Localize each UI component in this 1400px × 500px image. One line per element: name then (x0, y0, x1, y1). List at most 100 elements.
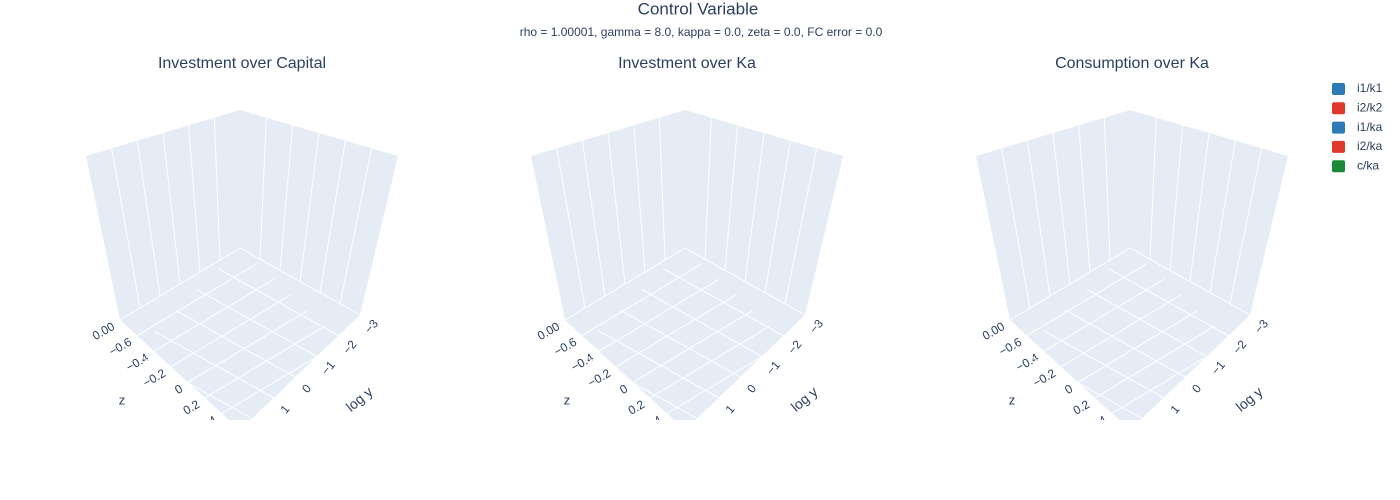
y-tick-label: −2 (1230, 337, 1250, 357)
y-tick-label: 0 (1189, 381, 1204, 395)
y-grid-line (1064, 309, 1186, 378)
z-grid-line (632, 309, 754, 383)
z-tick-label: 0 (1062, 381, 1075, 397)
y-tick-label: 0 (744, 381, 759, 395)
y-grid-line (218, 268, 339, 337)
y-tick-label: −3 (362, 316, 382, 336)
y-tick-label: 0 (299, 381, 314, 395)
z-tick-label: 0.4 (198, 413, 220, 434)
y-grid-line (663, 268, 784, 337)
z-grid-line (1094, 325, 1216, 399)
wall-grid (1149, 117, 1157, 260)
z-tick-label: 0 (172, 381, 185, 397)
floor (120, 248, 360, 420)
wall-grid (784, 148, 818, 304)
y-axis-title: log y (343, 383, 376, 414)
z-grid-line (1026, 263, 1148, 337)
wall-grid (188, 125, 201, 273)
z-grid-line (1077, 309, 1199, 383)
z-grid-line (136, 263, 258, 337)
z-grid-line (204, 325, 326, 399)
y-tick-label: 1 (722, 402, 737, 416)
y-grid-line (174, 309, 296, 378)
back-wall-left (531, 110, 685, 320)
y-grid-line (131, 351, 253, 419)
legend-label: i1/k1 (1357, 81, 1383, 95)
y-grid-line (619, 309, 741, 378)
z-axis-title: z (119, 392, 126, 407)
z-tick-label: 0.00 (980, 319, 1008, 343)
wall-grid (259, 117, 267, 260)
subplot-title: Consumption over Ka (1055, 55, 1209, 72)
z-tick-label: −0.4 (124, 350, 152, 374)
y-axis-title: log y (788, 383, 821, 414)
wall-grid (213, 117, 221, 261)
z-grid-line (221, 341, 343, 414)
legend-swatch (1332, 121, 1345, 134)
wall-grid (279, 125, 294, 271)
wall-grid (744, 132, 765, 282)
wall-grid (1189, 132, 1210, 282)
y-grid-line (1043, 330, 1164, 399)
y-tick-label: −3 (807, 316, 827, 336)
z-grid-line (1009, 247, 1131, 321)
z-grid-line (564, 247, 686, 321)
y-tick-label: 1 (277, 402, 292, 416)
wall-grid (1078, 125, 1091, 273)
z-tick-label: −0.6 (552, 335, 580, 359)
z-tick-label: 0.4 (643, 413, 665, 434)
wall-grid (1026, 140, 1051, 297)
legend-swatch (1332, 83, 1345, 95)
wall-grid (1052, 132, 1071, 285)
z-grid-line (666, 341, 788, 414)
back-wall-left (86, 110, 240, 320)
z-tick-label: 0.2 (181, 397, 203, 418)
wall-grid (319, 140, 346, 293)
wall-grid (1229, 148, 1263, 304)
legend-swatch (1332, 102, 1345, 115)
y-axis-title: log y (1233, 383, 1266, 414)
y-grid-line (684, 247, 806, 316)
y-tick-label: 2 (256, 423, 271, 437)
wall-grid (581, 140, 606, 297)
z-tick-label: 0.2 (626, 397, 648, 418)
z-grid-line (1060, 294, 1182, 368)
y-tick-label: −1 (318, 358, 338, 378)
wall-grid (111, 148, 141, 309)
wall-grid (1209, 140, 1236, 293)
wall-grid (607, 132, 626, 285)
y-grid-line (239, 247, 361, 316)
y-tick-label: 1 (1167, 402, 1182, 416)
wall-grid (299, 132, 320, 282)
subplot-title: Investment over Ka (618, 55, 756, 72)
y-grid-line (576, 351, 698, 419)
y-tick-label: −3 (1252, 316, 1272, 336)
y-grid-line (1108, 268, 1229, 337)
wall-grid (1001, 148, 1031, 309)
y-tick-label: 2 (701, 423, 716, 437)
figure-subtitle: rho = 1.00001, gamma = 8.0, kappa = 0.0,… (520, 25, 883, 39)
floor (565, 248, 805, 420)
y-tick-label: −1 (763, 358, 783, 378)
y-tick-label: −2 (340, 337, 360, 357)
back-wall-right (1130, 110, 1288, 315)
z-axis-title: z (1009, 392, 1016, 407)
z-grid-line (153, 278, 275, 352)
z-grid-line (1111, 341, 1233, 414)
wall-grid (162, 132, 181, 285)
back-wall-right (685, 110, 843, 315)
legend-label: i2/ka (1357, 139, 1383, 153)
z-tick-label: −0.6 (107, 335, 135, 359)
y-tick-label: 2 (1146, 423, 1161, 437)
z-tick-label: 0.00 (90, 319, 118, 343)
z-grid-line (581, 263, 703, 337)
z-grid-line (119, 247, 241, 321)
y-grid-line (641, 288, 763, 357)
wall-grid (658, 117, 666, 261)
y-tick-label: −1 (1208, 358, 1228, 378)
y-grid-line (598, 330, 719, 399)
z-tick-label: 0.00 (535, 319, 563, 343)
back-wall-right (240, 110, 398, 315)
